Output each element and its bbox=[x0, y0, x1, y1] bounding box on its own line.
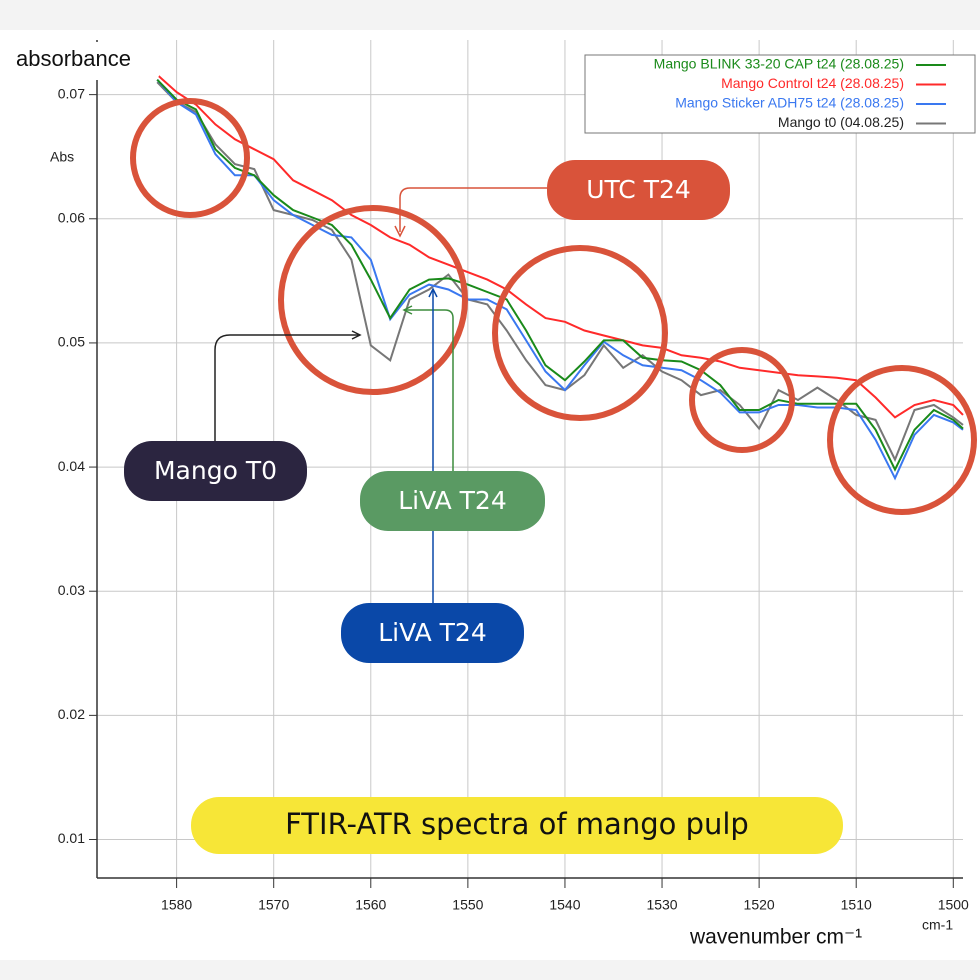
y-tick-label: 0.02 bbox=[58, 706, 85, 722]
arrow-head bbox=[394, 225, 406, 238]
annotation-box bbox=[124, 441, 307, 501]
highlight-circle bbox=[278, 205, 468, 395]
arrow bbox=[214, 334, 360, 441]
x-unit: cm-1 bbox=[922, 917, 953, 933]
x-tick-label: 1560 bbox=[355, 897, 386, 913]
y-tick-label: 0.01 bbox=[58, 830, 85, 846]
highlight-circles bbox=[130, 98, 977, 515]
x-axis-label: wavenumber cm⁻¹ bbox=[689, 926, 862, 949]
y-unit: Abs bbox=[50, 149, 74, 165]
x-tick-label: 1540 bbox=[549, 897, 580, 913]
annotation-label: Mango T0 bbox=[154, 456, 277, 485]
y-tick-label: 0.07 bbox=[58, 85, 85, 101]
legend-label: Mango t0 (04.08.25) bbox=[778, 114, 904, 130]
arrow-head bbox=[402, 305, 413, 315]
y-axis-label: absorbance bbox=[16, 46, 131, 71]
y-tick-label: 0.06 bbox=[58, 209, 85, 225]
x-tick-label: 1550 bbox=[452, 897, 483, 913]
highlight-circle bbox=[827, 365, 977, 515]
legend: Mango BLINK 33-20 CAP t24 (28.08.25) Mang… bbox=[654, 56, 946, 130]
arrow bbox=[399, 187, 547, 232]
annotation-label: LiVA T24 bbox=[398, 486, 507, 515]
arrow bbox=[405, 309, 454, 471]
y-tick-label: 0.03 bbox=[58, 582, 85, 598]
legend-label: Mango BLINK 33-20 CAP t24 (28.08.25) bbox=[654, 56, 904, 72]
arrow-head bbox=[351, 330, 362, 340]
y-label-box bbox=[8, 42, 160, 80]
x-tick-label: 1580 bbox=[161, 897, 192, 913]
y-tick-label: 0.05 bbox=[58, 334, 85, 350]
annotation-box bbox=[341, 603, 524, 663]
annotation-label: LiVA T24 bbox=[378, 618, 487, 647]
legend-label: Mango Sticker ADH75 t24 (28.08.25) bbox=[675, 95, 904, 111]
series-line bbox=[156, 74, 964, 419]
annotation-box bbox=[547, 160, 730, 220]
legend-label: Mango Control t24 (28.08.25) bbox=[721, 75, 904, 91]
highlight-circle bbox=[130, 98, 250, 218]
x-tick-label: 1570 bbox=[258, 897, 289, 913]
y-tick-label: 0.04 bbox=[58, 458, 85, 474]
x-tick-label: 1520 bbox=[744, 897, 775, 913]
grid bbox=[97, 40, 963, 878]
callout-arrows bbox=[214, 187, 547, 603]
annotations: UTC T24 Mango T0 LiVA T24 LiVA T24 bbox=[124, 160, 730, 663]
x-tick-label: 1510 bbox=[841, 897, 872, 913]
arrow-head bbox=[428, 287, 438, 298]
legend-box bbox=[584, 54, 976, 134]
x-tick-label: 1500 bbox=[938, 897, 969, 913]
title-box bbox=[191, 797, 843, 854]
highlight-circle bbox=[689, 347, 795, 453]
axes: 0.01 0.02 0.03 0.04 0.05 0.06 0.07 1580 1570 1560… bbox=[58, 40, 969, 913]
chart-title: FTIR-ATR spectra of mango pulp bbox=[285, 807, 749, 841]
annotation-box bbox=[360, 471, 545, 531]
annotation-label: UTC T24 bbox=[586, 175, 691, 204]
x-tick-label: 1530 bbox=[646, 897, 677, 913]
highlight-circle bbox=[492, 245, 668, 421]
